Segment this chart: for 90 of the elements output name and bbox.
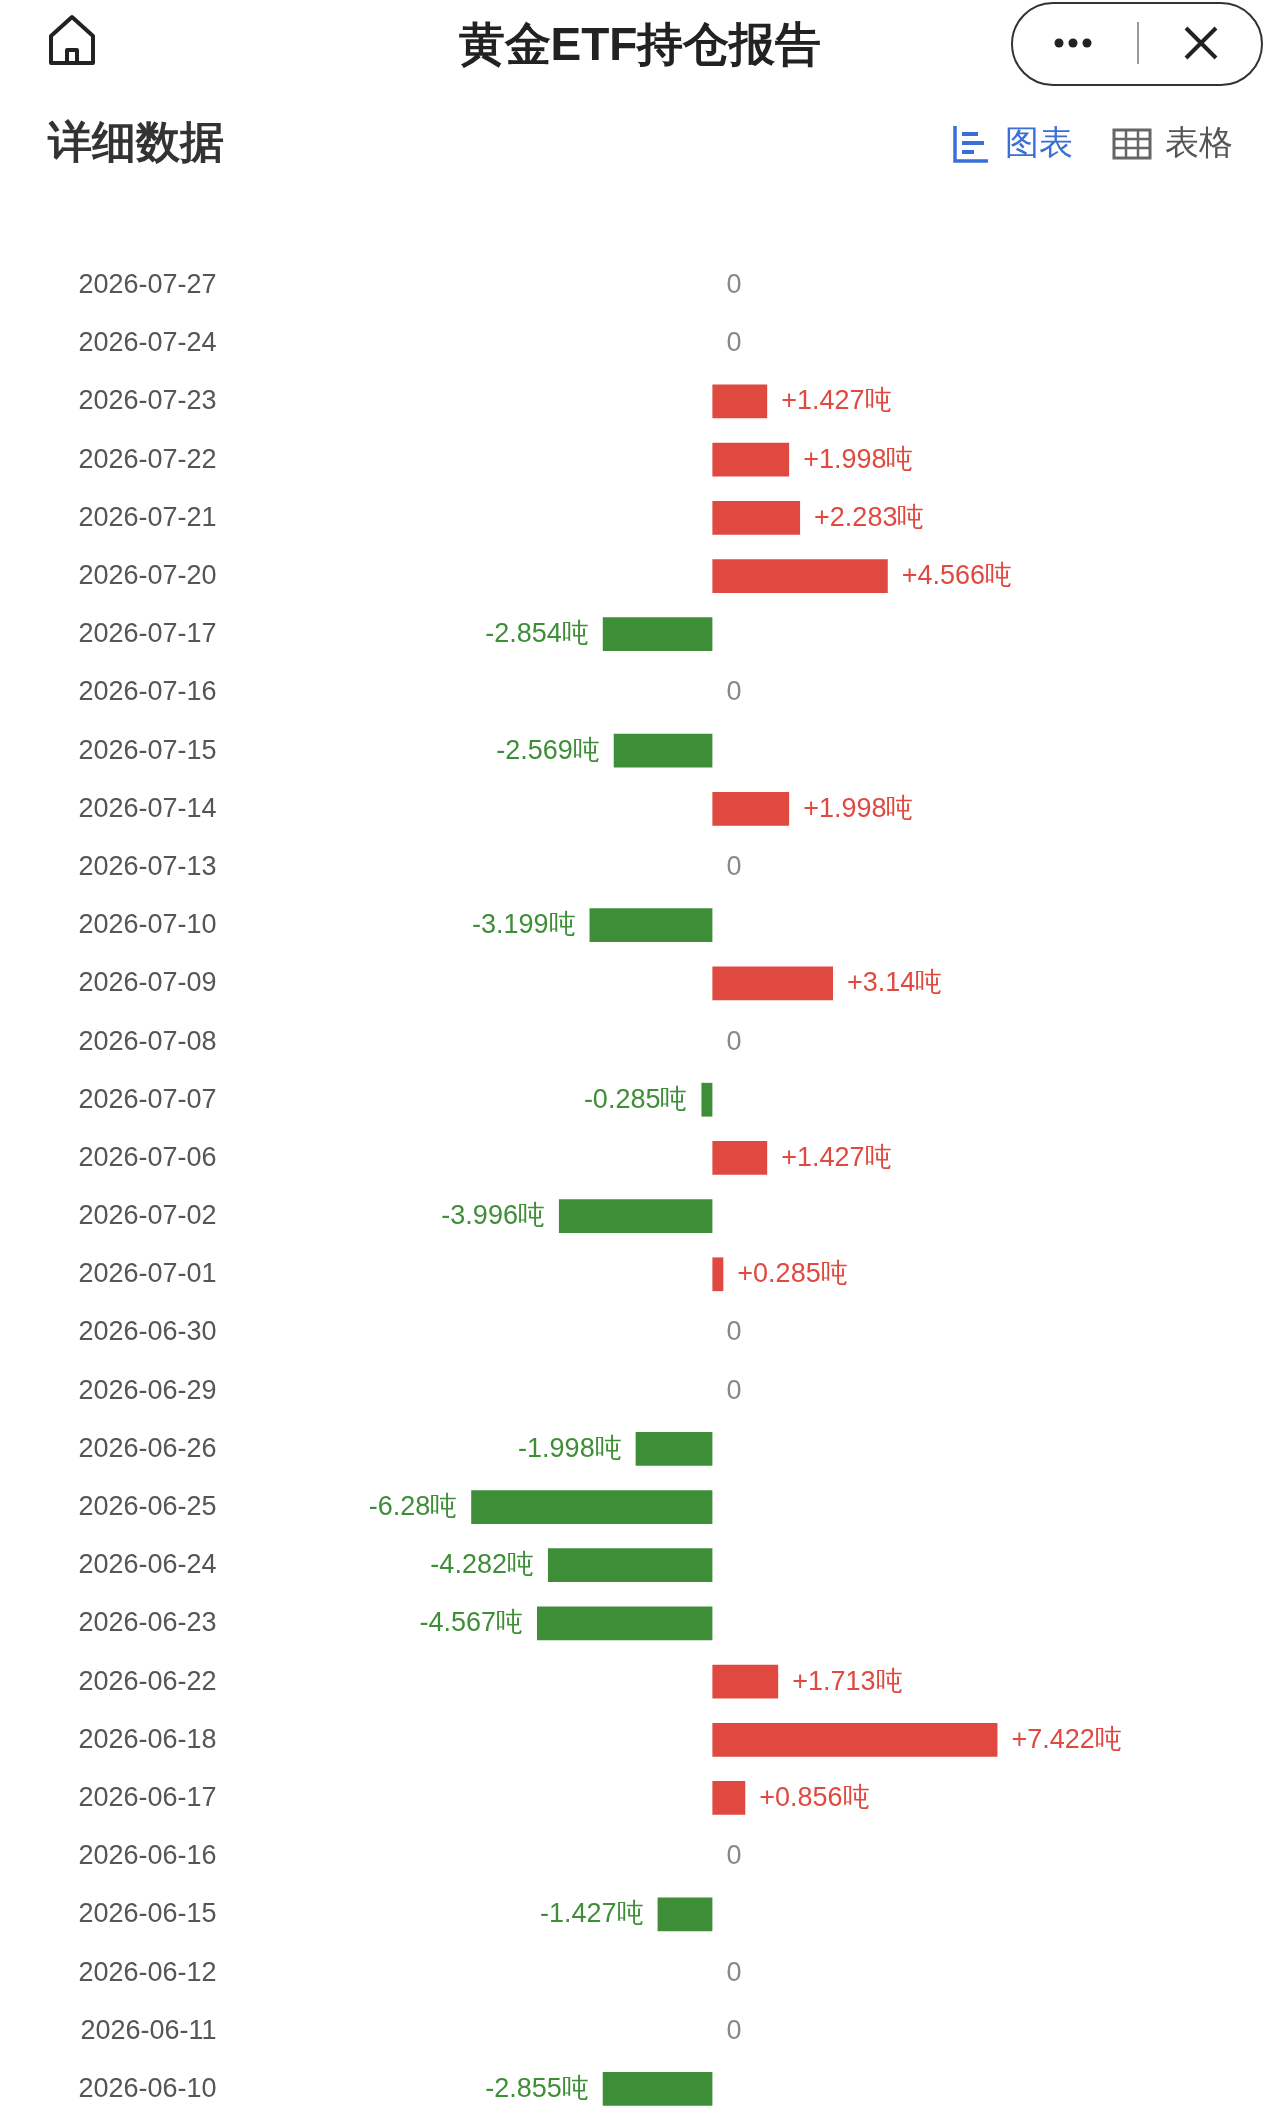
y-tick-label: 2026-07-17	[78, 618, 217, 649]
y-tick-label: 2026-06-18	[78, 1723, 217, 1754]
data-label: 0	[726, 1374, 742, 1405]
y-tick-label: 2026-07-16	[78, 676, 217, 707]
data-label: 0	[726, 1316, 742, 1347]
y-tick-label: 2026-07-22	[78, 443, 217, 474]
bar	[547, 1548, 713, 1583]
data-label: +0.285吨	[737, 1258, 848, 1289]
data-label: +7.422吨	[1011, 1723, 1122, 1754]
y-tick-label: 2026-07-09	[78, 967, 217, 998]
bar	[701, 1082, 713, 1117]
data-label: -4.567吨	[419, 1607, 523, 1638]
data-label: -1.427吨	[540, 1898, 644, 1929]
chart-title: 黄金ETF持仓报告	[457, 17, 823, 72]
y-tick-label: 2026-06-15	[78, 1898, 217, 1929]
y-tick-label: 2026-06-11	[80, 2014, 217, 2045]
y-tick-label: 2026-07-08	[78, 1025, 217, 1056]
data-label: 0	[726, 2014, 742, 2045]
data-label: -3.996吨	[441, 1200, 545, 1231]
data-label: 0	[726, 676, 742, 707]
bar	[635, 1431, 713, 1466]
data-label: 0	[726, 1025, 742, 1056]
y-tick-label: 2026-07-02	[78, 1200, 217, 1231]
bar	[536, 1606, 713, 1641]
data-label: -2.855吨	[485, 2072, 589, 2103]
bar	[602, 2072, 713, 2106]
y-tick-label: 2026-07-07	[78, 1083, 217, 1114]
y-tick-label: 2026-06-30	[78, 1316, 217, 1347]
data-label: -1.998吨	[518, 1432, 622, 1463]
chart-subtitle: 详细数据	[48, 116, 224, 168]
bar	[712, 791, 790, 826]
bar	[712, 1781, 746, 1815]
y-tick-label: 2026-07-10	[78, 909, 217, 940]
data-label: -4.282吨	[430, 1549, 534, 1580]
data-label: -2.569吨	[496, 734, 600, 765]
bar	[657, 1897, 713, 1932]
bar	[471, 1490, 713, 1524]
y-tick-label: 2026-06-22	[78, 1665, 217, 1696]
bar	[712, 966, 833, 1001]
bar	[712, 442, 790, 477]
data-label: +1.427吨	[781, 385, 892, 416]
data-label: -0.285吨	[583, 1083, 688, 1114]
y-tick-label: 2026-06-12	[78, 1956, 217, 1987]
data-label: -2.854吨	[485, 618, 589, 649]
data-label: +1.713吨	[792, 1665, 903, 1696]
bar	[712, 500, 801, 535]
data-label: +1.427吨	[781, 1141, 892, 1172]
y-tick-label: 2026-07-24	[78, 327, 217, 358]
bar	[589, 908, 713, 943]
text: 图表	[1005, 122, 1073, 163]
y-tick-label: 2026-07-06	[78, 1141, 217, 1172]
data-label: +1.998吨	[803, 792, 914, 823]
data-label: +4.566吨	[901, 560, 1013, 591]
y-tick-label: 2026-06-16	[78, 1840, 217, 1871]
bar	[712, 1141, 768, 1175]
data-label: 0	[726, 269, 742, 300]
bar	[712, 1257, 724, 1292]
y-tick-label: 2026-07-01	[78, 1258, 217, 1289]
text: 表格	[1165, 122, 1233, 163]
y-tick-label: 2026-07-13	[78, 850, 217, 881]
y-tick-label: 2026-06-24	[78, 1549, 217, 1580]
y-tick-label: 2026-07-20	[78, 560, 217, 591]
bar	[602, 617, 713, 652]
y-tick-label: 2026-06-26	[78, 1432, 217, 1463]
y-tick-label: 2026-07-15	[78, 734, 217, 765]
y-tick-label: 2026-06-29	[78, 1374, 217, 1405]
bar	[613, 733, 713, 768]
data-label: +2.283吨	[814, 501, 925, 532]
y-tick-label: 2026-07-21	[78, 501, 217, 532]
bar	[712, 1722, 998, 1757]
data-label: 0	[726, 850, 742, 881]
y-tick-label: 2026-07-14	[78, 792, 217, 823]
bar	[712, 384, 768, 419]
y-tick-label: 2026-07-27	[78, 269, 217, 300]
y-tick-label: 2026-06-17	[78, 1781, 217, 1812]
bar	[712, 559, 888, 593]
data-label: 0	[726, 1840, 742, 1871]
data-label: 0	[726, 327, 742, 358]
y-tick-label: 2026-07-23	[78, 385, 217, 416]
y-tick-label: 2026-06-10	[78, 2072, 217, 2103]
data-label: -6.28吨	[368, 1491, 458, 1522]
data-label: -3.199吨	[471, 909, 576, 940]
bar	[558, 1199, 713, 1233]
data-label: +3.14吨	[846, 967, 943, 998]
data-label: +0.856吨	[759, 1781, 870, 1812]
data-label: 0	[726, 1956, 742, 1987]
y-tick-label: 2026-06-25	[78, 1491, 217, 1522]
data-label: +1.998吨	[803, 443, 914, 474]
y-tick-label: 2026-06-23	[78, 1607, 217, 1638]
bar	[712, 1664, 779, 1699]
